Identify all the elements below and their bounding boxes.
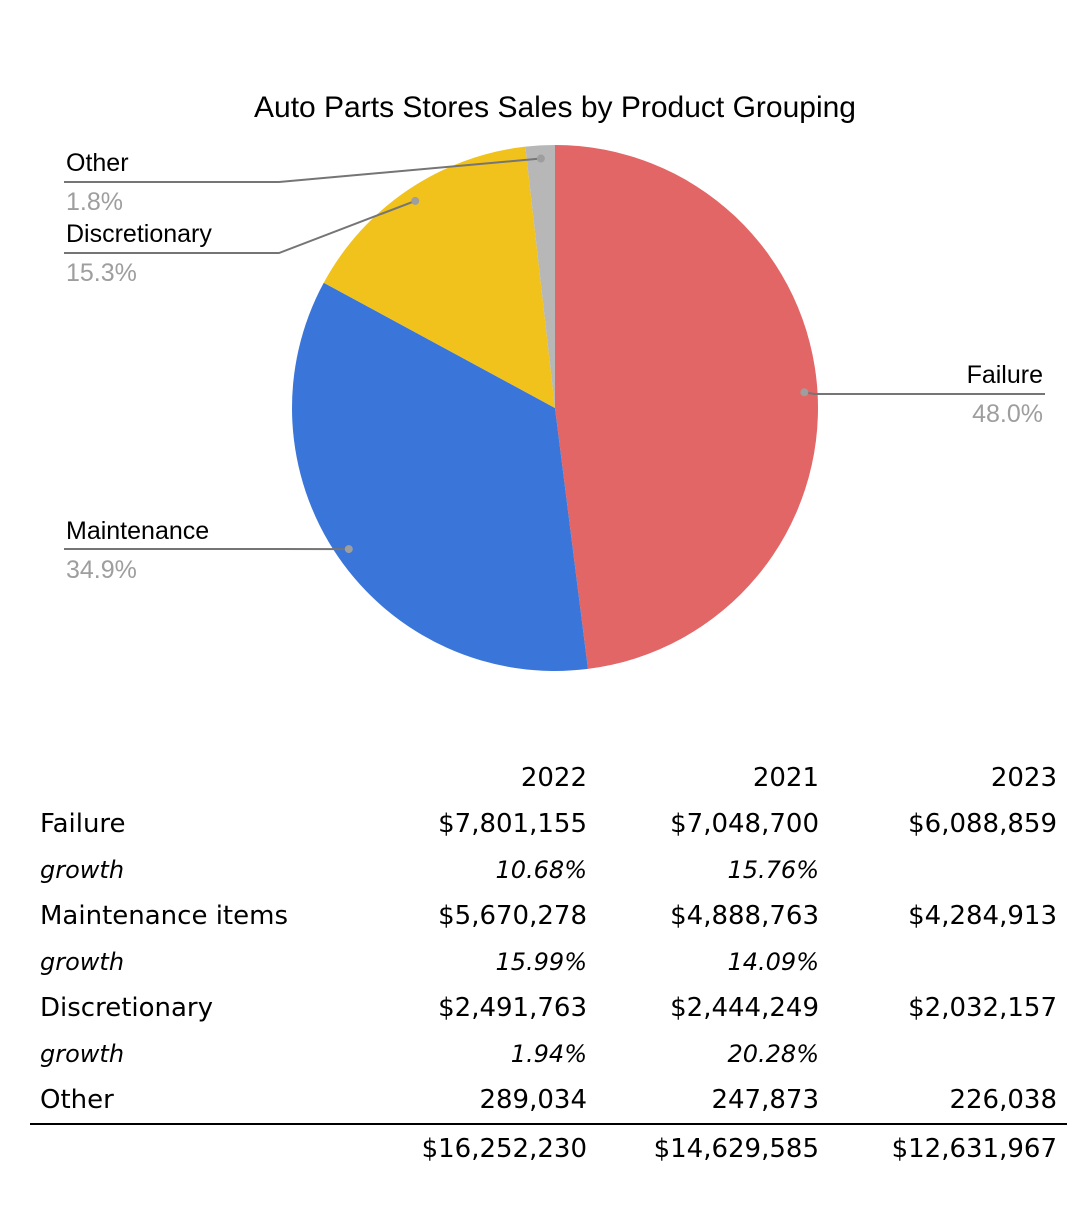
- row-label: Other: [40, 1085, 114, 1115]
- value-cell: 289,034: [479, 1085, 587, 1115]
- value-cell: 247,873: [711, 1085, 819, 1115]
- value-cell: $2,032,157: [908, 993, 1057, 1023]
- leader-line: [64, 157, 541, 183]
- growth-row: growth 1.94% 20.28%: [30, 1031, 1067, 1077]
- chart-title: Auto Parts Stores Sales by Product Group…: [254, 91, 856, 124]
- row-label: Maintenance items: [40, 901, 288, 931]
- table-row: Discretionary $2,491,763 $2,444,249 $2,032,…: [30, 985, 1067, 1031]
- row-label: Discretionary: [40, 993, 214, 1023]
- sales-table: 2022 2021 2023 Failure $7,801,155 $7,048,7…: [30, 755, 1067, 1173]
- leader-line: [804, 391, 1045, 395]
- value-cell: [829, 1031, 1067, 1077]
- slice-label: Maintenance: [66, 517, 209, 545]
- value-cell: 10.68%: [495, 856, 587, 884]
- row-label: [30, 1123, 360, 1173]
- slice-label: Discretionary: [66, 220, 212, 248]
- value-cell: 15.76%: [727, 856, 819, 884]
- header-cell: 2022: [520, 763, 587, 793]
- value-cell: 20.28%: [727, 1040, 819, 1068]
- pie-slice-failure: [555, 145, 818, 669]
- table-row: Failure $7,801,155 $7,048,700 $6,088,859: [30, 801, 1067, 847]
- leader-dot: [536, 154, 545, 163]
- value-cell: $4,888,763: [670, 901, 819, 931]
- table-row: Other 289,034 247,873 226,038: [30, 1077, 1067, 1124]
- growth-row: growth 10.68% 15.76%: [30, 847, 1067, 893]
- pie-slice-maintenance: [292, 282, 588, 671]
- value-cell: $5,670,278: [438, 901, 587, 931]
- slice-percent: 15.3%: [66, 259, 137, 287]
- value-cell: $7,048,700: [670, 809, 819, 839]
- value-cell: $16,252,230: [360, 1123, 597, 1173]
- value-cell: $2,444,249: [670, 993, 819, 1023]
- pie-slice-discretionary: [323, 146, 555, 408]
- value-cell: [829, 847, 1067, 893]
- leader-line: [64, 199, 416, 254]
- slice-percent: 48.0%: [972, 400, 1043, 428]
- value-cell: $7,801,155: [438, 809, 587, 839]
- table-header-row: 2022 2021 2023: [30, 755, 1067, 801]
- row-label: Failure: [40, 809, 126, 839]
- row-label: growth: [40, 856, 125, 884]
- header-cell: 2021: [752, 763, 819, 793]
- table-row: Maintenance items $5,670,278 $4,888,763 $4,…: [30, 893, 1067, 939]
- pie-chart: Auto Parts Stores Sales by Product Group…: [64, 91, 1045, 671]
- value-cell: [829, 939, 1067, 985]
- pie-labels: Failure 48.0% Maintenance 34.9% Discretionar…: [64, 149, 1045, 584]
- header-cell: 2023: [990, 763, 1057, 793]
- value-cell: 226,038: [949, 1085, 1057, 1115]
- header-cell: [30, 755, 360, 801]
- leader-dot: [800, 388, 809, 397]
- slice-percent: 34.9%: [66, 556, 137, 584]
- slice-label: Failure: [967, 361, 1043, 389]
- slice-percent: 1.8%: [66, 188, 123, 216]
- value-cell: $6,088,859: [908, 809, 1057, 839]
- row-label: growth: [40, 948, 125, 976]
- value-cell: 15.99%: [495, 948, 587, 976]
- pie-slices: [292, 145, 818, 671]
- value-cell: $4,284,913: [908, 901, 1057, 931]
- growth-row: growth 15.99% 14.09%: [30, 939, 1067, 985]
- total-row: $16,252,230 $14,629,585 $12,631,967: [30, 1123, 1067, 1173]
- leader-dot: [344, 545, 353, 554]
- pie-slice-other: [525, 145, 555, 408]
- value-cell: 14.09%: [727, 948, 819, 976]
- leader-dot: [411, 196, 420, 205]
- value-cell: $12,631,967: [829, 1123, 1067, 1173]
- slice-label: Other: [66, 149, 129, 177]
- value-cell: $2,491,763: [438, 993, 587, 1023]
- value-cell: $14,629,585: [597, 1123, 829, 1173]
- row-label: growth: [40, 1040, 125, 1068]
- value-cell: 1.94%: [510, 1040, 587, 1068]
